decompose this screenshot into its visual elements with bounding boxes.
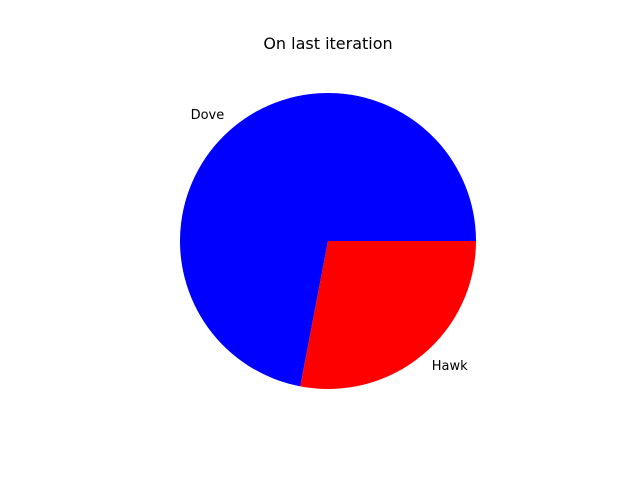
pie-slice-labels: Dove Hawk — [191, 108, 469, 374]
pie-slices — [180, 93, 477, 390]
pie-slice-dove — [180, 93, 477, 387]
chart-title: On last iteration — [263, 34, 392, 53]
pie-slice-hawk — [300, 241, 476, 390]
slice-label-dove: Dove — [191, 108, 225, 123]
slice-label-hawk: Hawk — [432, 359, 468, 374]
